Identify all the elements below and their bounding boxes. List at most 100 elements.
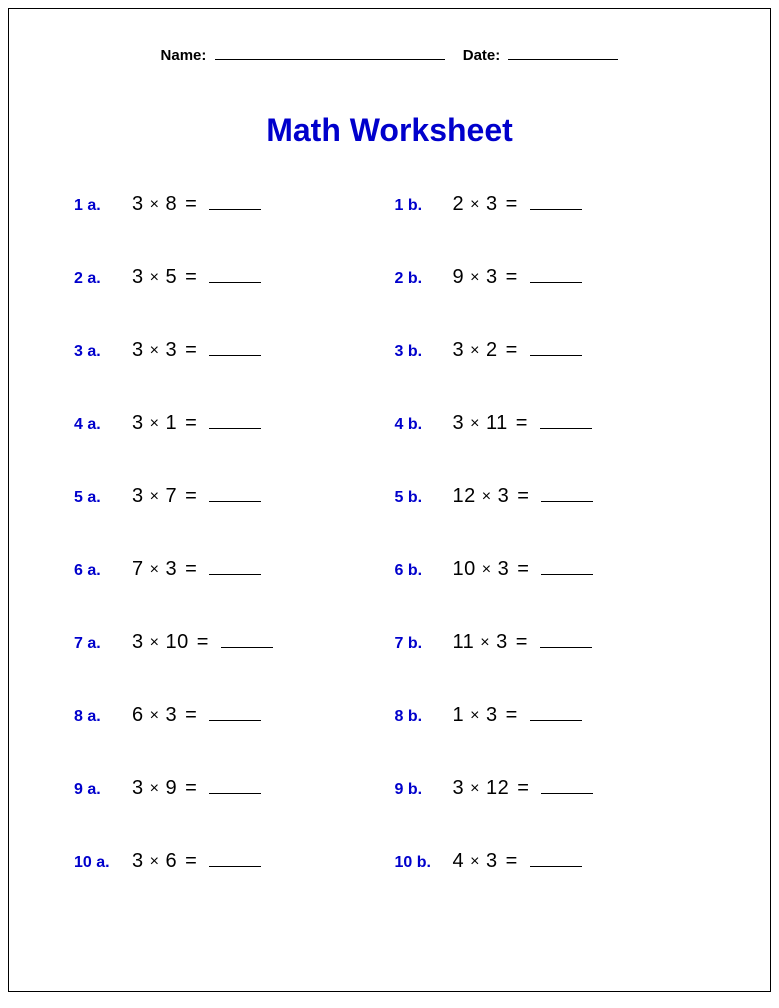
answer-blank[interactable] bbox=[209, 415, 261, 429]
name-label: Name: bbox=[161, 47, 207, 64]
problem-row: 5 b.12×3= bbox=[395, 485, 706, 508]
problems-grid: 1 a.3×8=1 b.2×3=2 a.3×5=2 b.9×3=3 a.3×3=… bbox=[64, 193, 715, 873]
operand-right: 3 bbox=[498, 558, 510, 580]
problem-expression: 6×3= bbox=[132, 704, 261, 727]
operator: × bbox=[482, 561, 492, 579]
equals-sign: = bbox=[506, 193, 518, 216]
answer-blank[interactable] bbox=[221, 634, 273, 648]
answer-blank[interactable] bbox=[540, 634, 592, 648]
problem-label: 6 a. bbox=[74, 562, 132, 580]
operator: × bbox=[150, 196, 160, 214]
answer-blank[interactable] bbox=[209, 853, 261, 867]
operand-right: 12 bbox=[486, 777, 509, 799]
answer-blank[interactable] bbox=[209, 342, 261, 356]
problem-expression: 12×3= bbox=[453, 485, 594, 508]
operand-right: 3 bbox=[486, 266, 498, 288]
operand-left: 12 bbox=[453, 485, 476, 507]
operand-right: 3 bbox=[496, 631, 508, 653]
problem-label: 2 b. bbox=[395, 270, 453, 288]
name-input-line[interactable] bbox=[215, 48, 445, 60]
problem-expression: 3 × 9 = bbox=[132, 777, 261, 800]
operand-left: 3 bbox=[132, 777, 144, 799]
answer-blank[interactable] bbox=[530, 707, 582, 721]
answer-blank[interactable] bbox=[541, 561, 593, 575]
problem-expression: 4×3= bbox=[453, 850, 582, 873]
operand-left: 3 bbox=[453, 777, 465, 799]
equals-sign: = bbox=[517, 777, 529, 800]
equals-sign: = bbox=[516, 412, 528, 435]
problem-expression: 1×3= bbox=[453, 704, 582, 727]
operator: × bbox=[150, 415, 160, 433]
problem-expression: 3×7= bbox=[132, 485, 261, 508]
equals-sign: = bbox=[516, 631, 528, 654]
problem-row: 7 b.11×3= bbox=[395, 631, 706, 654]
operand-left: 3 bbox=[132, 412, 144, 434]
operand-right: 9 bbox=[165, 777, 177, 799]
answer-blank[interactable] bbox=[530, 196, 582, 210]
equals-sign: = bbox=[506, 850, 518, 873]
operand-right: 3 bbox=[165, 558, 177, 580]
operand-left: 3 bbox=[132, 631, 144, 653]
answer-blank[interactable] bbox=[540, 415, 592, 429]
date-input-line[interactable] bbox=[508, 48, 618, 60]
operand-right: 3 bbox=[165, 704, 177, 726]
problem-label: 1 a. bbox=[74, 197, 132, 215]
answer-blank[interactable] bbox=[209, 780, 261, 794]
problem-label: 8 b. bbox=[395, 708, 453, 726]
operator: × bbox=[470, 415, 480, 433]
operator: × bbox=[150, 853, 160, 871]
date-label: Date: bbox=[463, 47, 501, 64]
equals-sign: = bbox=[506, 704, 518, 727]
equals-sign: = bbox=[185, 777, 197, 800]
problem-label: 8 a. bbox=[74, 708, 132, 726]
answer-blank[interactable] bbox=[541, 780, 593, 794]
operand-left: 3 bbox=[453, 339, 465, 361]
operand-left: 11 bbox=[453, 631, 475, 653]
operator: × bbox=[150, 561, 160, 579]
operand-left: 6 bbox=[132, 704, 144, 726]
problem-row: 3 a.3×3= bbox=[74, 339, 385, 362]
equals-sign: = bbox=[185, 193, 197, 216]
operator: × bbox=[482, 488, 492, 506]
equals-sign: = bbox=[185, 704, 197, 727]
problem-label: 5 b. bbox=[395, 489, 453, 507]
problem-expression: 3×2= bbox=[453, 339, 582, 362]
answer-blank[interactable] bbox=[209, 707, 261, 721]
problem-row: 8 b.1×3= bbox=[395, 704, 706, 727]
equals-sign: = bbox=[185, 412, 197, 435]
problem-expression: 3×12= bbox=[453, 777, 594, 800]
answer-blank[interactable] bbox=[541, 488, 593, 502]
operator: × bbox=[150, 269, 160, 287]
operand-right: 2 bbox=[486, 339, 498, 361]
problem-row: 9 a.3×9= bbox=[74, 777, 385, 800]
problem-expression: 7×3= bbox=[132, 558, 261, 581]
operator: × bbox=[470, 196, 480, 214]
equals-sign: = bbox=[517, 558, 529, 581]
operand-right: 1 bbox=[165, 412, 177, 434]
problem-label: 5 a. bbox=[74, 489, 132, 507]
operator: × bbox=[150, 780, 160, 798]
problem-row: 1 b.2×3= bbox=[395, 193, 706, 216]
operand-left: 3 bbox=[453, 412, 465, 434]
problem-expression: 3×5= bbox=[132, 266, 261, 289]
answer-blank[interactable] bbox=[530, 853, 582, 867]
problem-row: 10 a.3×6= bbox=[74, 850, 385, 873]
operand-left: 4 bbox=[453, 850, 465, 872]
equals-sign: = bbox=[185, 266, 197, 289]
problem-label: 3 a. bbox=[74, 343, 132, 361]
operand-right: 11 bbox=[486, 412, 508, 434]
answer-blank[interactable] bbox=[209, 196, 261, 210]
problem-label: 1 b. bbox=[395, 197, 453, 215]
answer-blank[interactable] bbox=[209, 488, 261, 502]
answer-blank[interactable] bbox=[209, 561, 261, 575]
answer-blank[interactable] bbox=[530, 342, 582, 356]
operator: × bbox=[470, 853, 480, 871]
worksheet-title: Math Worksheet bbox=[64, 112, 715, 149]
answer-blank[interactable] bbox=[209, 269, 261, 283]
problem-expression: 3×6= bbox=[132, 850, 261, 873]
operand-left: 3 bbox=[132, 850, 144, 872]
operand-right: 7 bbox=[165, 485, 177, 507]
operand-left: 3 bbox=[132, 485, 144, 507]
answer-blank[interactable] bbox=[530, 269, 582, 283]
operand-left: 10 bbox=[453, 558, 476, 580]
